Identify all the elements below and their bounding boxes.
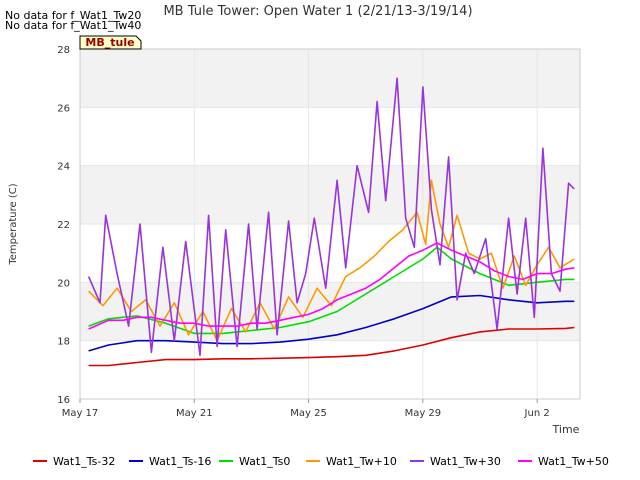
series-line-Wat1_Ts-32 bbox=[88, 326, 575, 367]
background-band-2 bbox=[80, 49, 580, 108]
series-lines bbox=[87, 77, 575, 367]
x-tick-label-4: Jun 2 bbox=[524, 408, 550, 419]
plot-area-frame bbox=[79, 48, 581, 400]
series-line-Wat1_Tw+30 bbox=[87, 77, 575, 357]
legend-label-Wat1_Tw+10: Wat1_Tw+10 bbox=[326, 455, 397, 468]
x-axis-label: Time bbox=[552, 423, 580, 436]
series-line-Wat1_Tw+50 bbox=[88, 242, 575, 330]
x-tick-label-3: May 29 bbox=[405, 408, 442, 419]
y-tick-label-18: 18 bbox=[57, 337, 70, 348]
background-band-0 bbox=[80, 282, 580, 341]
background-bands bbox=[80, 49, 580, 341]
y-axis-label: Temperature (C) bbox=[8, 183, 19, 265]
x-tick-label-0: May 17 bbox=[62, 408, 99, 419]
series-line-Wat1_Tw+10 bbox=[88, 179, 575, 342]
legend-label-Wat1_Ts-32: Wat1_Ts-32 bbox=[53, 455, 115, 468]
station-label-box: MB_tule bbox=[79, 35, 142, 50]
legend-label-Wat1_Ts0: Wat1_Ts0 bbox=[239, 455, 290, 468]
x-axis-ticks: May 17 May 21 May 25 May 29 Jun 2 bbox=[62, 399, 550, 419]
chart-title: MB Tule Tower: Open Water 1 (2/21/13-3/1… bbox=[163, 4, 472, 19]
y-tick-label-24: 24 bbox=[57, 162, 70, 173]
y-tick-label-16: 16 bbox=[57, 395, 70, 406]
y-axis-ticks: 16 18 20 22 24 26 28 bbox=[57, 45, 70, 406]
legend-label-Wat1_Tw+30: Wat1_Tw+30 bbox=[430, 455, 501, 468]
y-tick-label-26: 26 bbox=[57, 103, 70, 114]
legend-label-Wat1_Ts-16: Wat1_Ts-16 bbox=[149, 455, 211, 468]
no-data-note-2: No data for f_Wat1_Tw40 bbox=[5, 19, 141, 32]
y-tick-label-20: 20 bbox=[57, 278, 70, 289]
y-tick-label-28: 28 bbox=[57, 45, 70, 56]
x-tick-label-2: May 25 bbox=[290, 408, 327, 419]
legend: Wat1_Ts-32 Wat1_Ts-16 Wat1_Ts0 Wat1_Tw+10 Wa… bbox=[33, 455, 609, 468]
station-label: MB_tule bbox=[85, 36, 134, 49]
legend-label-Wat1_Tw+50: Wat1_Tw+50 bbox=[538, 455, 609, 468]
y-tick-label-22: 22 bbox=[57, 220, 70, 231]
series-line-Wat1_Ts-16 bbox=[88, 294, 575, 352]
x-tick-label-1: May 21 bbox=[176, 408, 213, 419]
no-data-note-1: No data for f_Wat1_Tw20 bbox=[5, 9, 141, 22]
background-band-1 bbox=[80, 165, 580, 224]
